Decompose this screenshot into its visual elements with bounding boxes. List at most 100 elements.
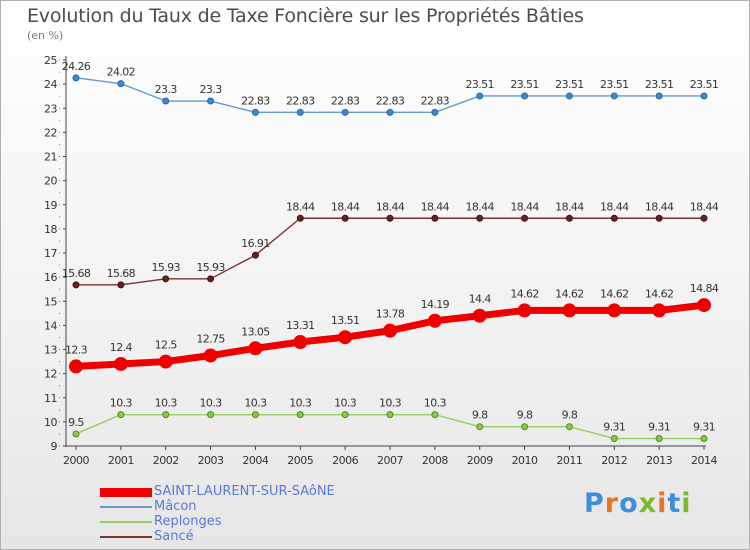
data-label-macon: 23.51 xyxy=(600,78,629,91)
proxiti-logo: Proxiti xyxy=(584,488,692,519)
data-point-macon xyxy=(72,74,80,82)
data-label-macon: 24.02 xyxy=(107,66,136,79)
data-point-macon xyxy=(117,80,125,88)
legend-label-saint-laurent: SAINT-LAURENT-SUR-SAôNE xyxy=(154,484,335,499)
data-label-saint-laurent: 12.5 xyxy=(155,339,178,352)
data-point-sance xyxy=(521,214,529,222)
legend-swatch-saint-laurent xyxy=(100,488,152,497)
data-label-replonges: 10.3 xyxy=(424,397,447,410)
data-point-saint-laurent xyxy=(338,330,353,345)
chart-subtitle: (en %) xyxy=(27,29,64,42)
data-point-macon xyxy=(565,92,573,100)
data-point-replonges xyxy=(565,423,573,431)
data-label-sance: 15.93 xyxy=(151,261,180,274)
y-tick-label: 14 xyxy=(44,319,57,332)
data-label-sance: 18.44 xyxy=(376,200,405,213)
data-point-saint-laurent xyxy=(383,323,397,338)
data-point-sance xyxy=(386,214,394,222)
data-label-macon: 23.3 xyxy=(200,83,223,96)
data-label-replonges: 10.3 xyxy=(379,397,402,410)
data-point-saint-laurent xyxy=(158,354,173,369)
legend-label-sance: Sancé xyxy=(154,529,194,544)
data-point-sance xyxy=(610,214,618,222)
data-label-sance: 18.44 xyxy=(465,200,494,213)
x-tick-label: 2005 xyxy=(287,454,313,467)
data-label-sance: 18.44 xyxy=(510,200,539,213)
data-point-sance xyxy=(296,214,304,222)
x-tick-label: 2006 xyxy=(332,454,358,467)
data-point-macon xyxy=(521,92,529,100)
data-point-macon xyxy=(700,92,708,100)
legend-swatch-sance xyxy=(100,536,152,538)
data-point-sance xyxy=(72,281,80,289)
data-label-replonges: 9.8 xyxy=(562,409,578,422)
data-label-macon: 22.83 xyxy=(286,94,315,107)
data-label-replonges: 9.8 xyxy=(472,409,488,422)
data-point-saint-laurent xyxy=(652,303,667,318)
y-tick-label: 21 xyxy=(44,151,57,164)
y-tick-label: 12 xyxy=(44,368,57,381)
data-label-sance: 18.44 xyxy=(690,200,719,213)
x-tick-label: 2011 xyxy=(556,454,582,467)
data-label-macon: 22.83 xyxy=(421,94,450,107)
y-tick-label: 25 xyxy=(44,54,57,67)
y-tick-label: 16 xyxy=(44,271,57,284)
data-label-macon: 22.83 xyxy=(241,94,270,107)
data-label-saint-laurent: 12.3 xyxy=(65,343,88,356)
data-point-replonges xyxy=(117,411,125,419)
x-tick-label: 2013 xyxy=(646,454,672,467)
data-label-saint-laurent: 13.78 xyxy=(376,308,405,321)
data-point-macon xyxy=(610,92,618,100)
data-label-saint-laurent: 13.51 xyxy=(331,314,360,327)
y-tick-label: 9 xyxy=(51,440,58,453)
data-label-macon: 23.51 xyxy=(465,78,494,91)
data-label-macon: 23.51 xyxy=(645,78,674,91)
data-point-sance xyxy=(700,214,708,222)
data-point-replonges xyxy=(700,435,708,443)
data-label-macon: 24.26 xyxy=(62,60,91,73)
data-point-sance xyxy=(341,214,349,222)
data-label-sance: 18.44 xyxy=(645,200,674,213)
data-point-saint-laurent xyxy=(69,359,83,374)
y-tick-label: 23 xyxy=(44,102,57,115)
data-point-replonges xyxy=(655,435,663,443)
data-label-replonges: 10.3 xyxy=(289,397,312,410)
series-line-sance xyxy=(75,217,705,286)
y-tick-label: 13 xyxy=(44,344,57,357)
y-tick-label: 15 xyxy=(44,295,57,308)
data-point-replonges xyxy=(341,411,349,419)
data-label-replonges: 9.31 xyxy=(693,421,715,434)
data-point-macon xyxy=(386,108,394,116)
data-point-sance xyxy=(431,214,439,222)
y-tick-label: 19 xyxy=(44,199,57,212)
data-label-replonges: 10.3 xyxy=(110,397,133,410)
data-point-saint-laurent xyxy=(113,356,128,371)
chart-title: Evolution du Taux de Taxe Foncière sur l… xyxy=(27,5,584,27)
legend-label-replonges: Replonges xyxy=(154,514,222,529)
data-label-replonges: 9.8 xyxy=(517,409,533,422)
data-label-replonges: 10.3 xyxy=(200,397,223,410)
data-point-saint-laurent xyxy=(472,308,487,323)
data-point-saint-laurent xyxy=(427,313,442,328)
data-label-saint-laurent: 14.62 xyxy=(600,287,629,300)
x-tick-label: 2010 xyxy=(512,454,538,467)
data-point-macon xyxy=(476,92,484,100)
data-point-sance xyxy=(476,214,484,222)
data-point-saint-laurent xyxy=(697,298,711,313)
x-tick-label: 2001 xyxy=(108,454,134,467)
data-point-replonges xyxy=(72,430,80,438)
data-point-replonges xyxy=(386,411,394,419)
y-tick-label: 10 xyxy=(44,416,57,429)
data-point-replonges xyxy=(521,423,529,431)
x-tick-label: 2008 xyxy=(422,454,448,467)
x-tick-label: 2003 xyxy=(198,454,224,467)
data-point-sance xyxy=(565,214,573,222)
data-point-macon xyxy=(251,108,259,116)
data-label-replonges: 10.3 xyxy=(244,397,267,410)
data-label-saint-laurent: 14.4 xyxy=(469,293,492,306)
data-point-replonges xyxy=(431,411,439,419)
data-label-replonges: 9.31 xyxy=(648,421,670,434)
data-label-saint-laurent: 14.84 xyxy=(690,282,719,295)
data-point-sance xyxy=(251,251,259,259)
